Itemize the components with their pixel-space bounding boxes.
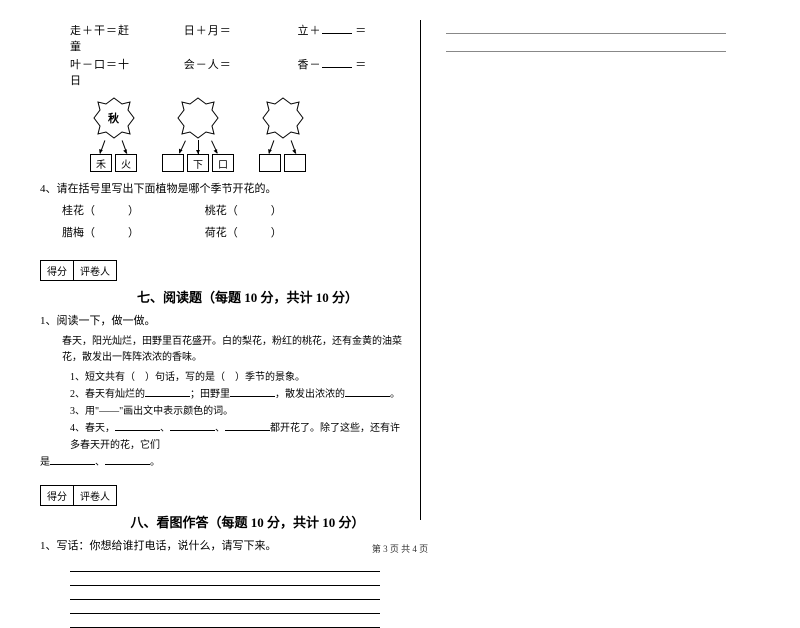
box-1: 禾	[90, 154, 112, 172]
left-column: 走＋干＝赶 日＋月＝ 立＋ ＝童 叶－口＝十 会－人＝ 香－ ＝日 秋 禾	[40, 20, 420, 520]
writing-line	[70, 615, 380, 628]
reviewer-label: 评卷人	[74, 486, 116, 505]
eq-2c-left: 香－	[298, 59, 322, 71]
page-footer: 第 3 页 共 4 页	[0, 542, 800, 555]
eq-2a: 叶－口＝十	[70, 56, 180, 72]
blank	[230, 386, 275, 397]
diagram-2: 下 口	[162, 96, 234, 172]
eq-1a: 走＋干＝赶	[70, 22, 180, 38]
blank	[345, 386, 390, 397]
star-diagrams: 秋 禾 火	[90, 96, 405, 172]
box-2	[284, 154, 306, 172]
s7-q2a: 2、春天有灿烂的	[70, 389, 145, 400]
flower-1a: 桂花（ ）	[62, 202, 202, 218]
equation-row-1: 走＋干＝赶 日＋月＝ 立＋ ＝童	[70, 22, 375, 54]
star-shape	[261, 96, 305, 140]
eq-blank	[322, 57, 352, 68]
s7-q4c: 、	[215, 423, 225, 434]
writing-line	[70, 573, 380, 586]
box-3: 口	[212, 154, 234, 172]
s7-q2c: ，散发出浓浓的	[275, 389, 345, 400]
blank	[105, 454, 150, 465]
arrows	[92, 140, 136, 154]
boxes: 下 口	[162, 154, 234, 172]
s7-q2: 2、春天有灿烂的 ；田野里 ，散发出浓浓的 。	[70, 386, 405, 403]
s7-q4f: 、	[95, 457, 105, 468]
arrows	[261, 140, 305, 154]
flower-1b: 桃花（ ）	[205, 202, 345, 218]
equation-row-2: 叶－口＝十 会－人＝ 香－ ＝日	[70, 56, 375, 88]
writing-line	[70, 587, 380, 600]
reviewer-label: 评卷人	[74, 261, 116, 280]
star-label: 秋	[108, 110, 119, 126]
diagram-3	[259, 96, 306, 172]
blank	[225, 420, 270, 431]
s7-q4a: 4、春天，	[70, 423, 115, 434]
score-box-8: 得分 评卷人	[40, 485, 117, 506]
flower-2b: 荷花（ ）	[205, 224, 345, 240]
s7-q3: 3、用"——"画出文中表示颜色的词。	[70, 403, 405, 420]
q4-prompt: 4、请在括号里写出下面植物是哪个季节开花的。	[40, 180, 405, 196]
box-2: 火	[115, 154, 137, 172]
boxes	[259, 154, 306, 172]
writing-lines	[70, 559, 405, 628]
score-box-7: 得分 评卷人	[40, 260, 117, 281]
blank	[115, 420, 160, 431]
star-shape	[176, 96, 220, 140]
box-2: 下	[187, 154, 209, 172]
eq-1b: 日＋月＝	[184, 22, 294, 38]
blank	[145, 386, 190, 397]
box-1	[259, 154, 281, 172]
s7-q4g: 。	[150, 457, 160, 468]
eq-2b: 会－人＝	[184, 56, 294, 72]
s7-q4: 4、春天，、、都开花了。除了这些，还有许多春天开的花，它们	[70, 420, 405, 454]
score-label: 得分	[41, 486, 74, 505]
s7-q4-line2: 是 、 。	[40, 454, 405, 471]
flower-row-2: 腊梅（ ） 荷花（ ）	[62, 224, 405, 240]
score-label: 得分	[41, 261, 74, 280]
section-8-title: 八、看图作答（每题 10 分，共计 10 分）	[90, 512, 405, 531]
eq-blank	[322, 23, 352, 34]
s7-passage: 春天，阳光灿烂，田野里百花盛开。白的梨花，粉红的桃花，还有金黄的油菜花，散发出一…	[62, 334, 405, 366]
arrows	[176, 140, 220, 154]
right-blank-line	[446, 38, 726, 52]
blank	[170, 420, 215, 431]
s7-q2b: ；田野里	[190, 389, 230, 400]
box-1	[162, 154, 184, 172]
s7-q4b: 、	[160, 423, 170, 434]
right-blank-line	[446, 20, 726, 34]
diagram-1: 秋 禾 火	[90, 96, 137, 172]
s7-q4e: 是	[40, 457, 50, 468]
star-shape: 秋	[92, 96, 136, 140]
eq-1c-left: 立＋	[298, 25, 322, 37]
boxes: 禾 火	[90, 154, 137, 172]
s7-q2d: 。	[390, 389, 400, 400]
flower-2a: 腊梅（ ）	[62, 224, 202, 240]
blank	[50, 454, 95, 465]
s7-lead: 1、阅读一下，做一做。	[40, 312, 405, 328]
section-7-title: 七、阅读题（每题 10 分，共计 10 分）	[90, 287, 405, 306]
flower-row-1: 桂花（ ） 桃花（ ）	[62, 202, 405, 218]
s7-q1: 1、短文共有（ ）句话，写的是（ ）季节的景象。	[70, 369, 405, 386]
right-column	[420, 20, 740, 520]
writing-line	[70, 559, 380, 572]
writing-line	[70, 601, 380, 614]
